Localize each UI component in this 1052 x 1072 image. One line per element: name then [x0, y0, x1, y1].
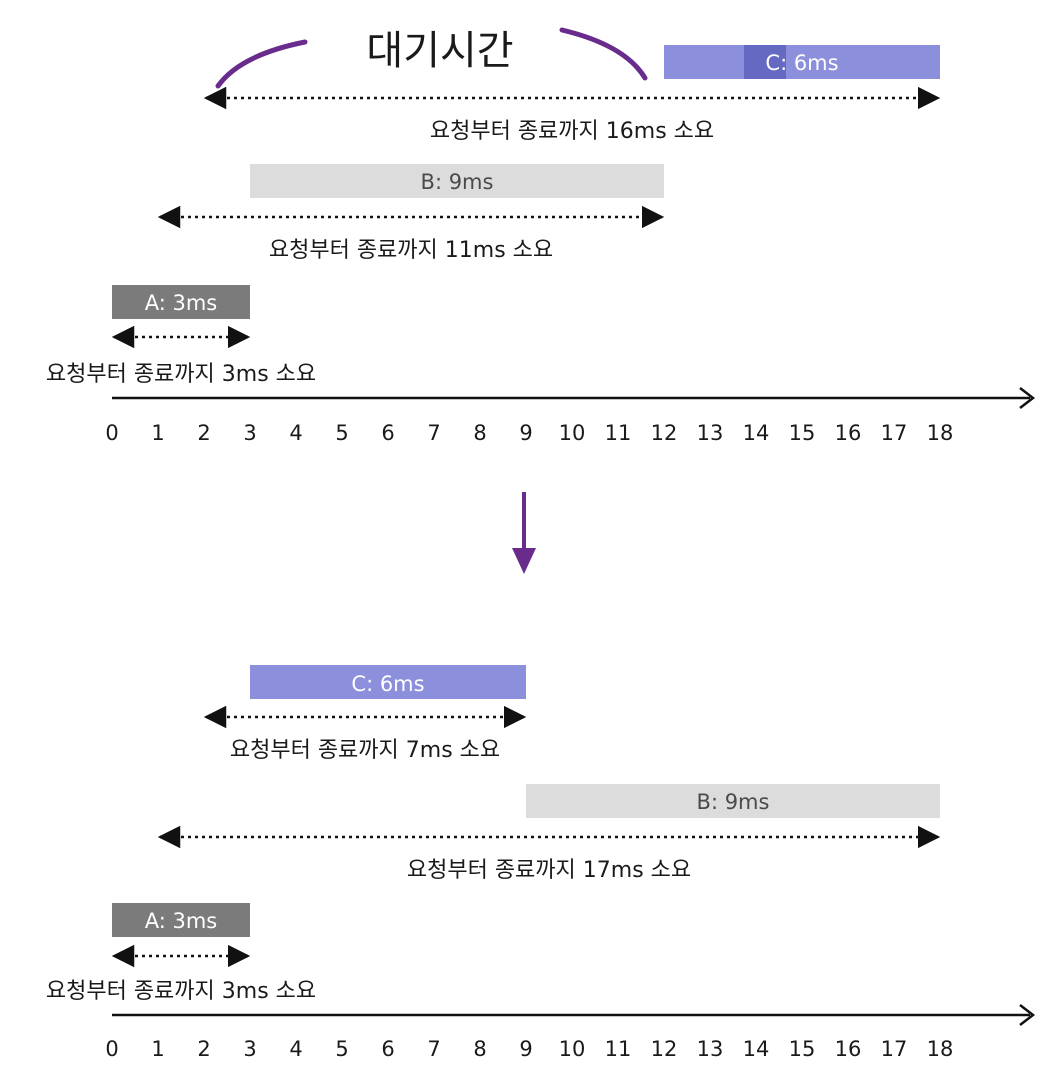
task-bar: [112, 285, 250, 319]
axis-tick-label: 15: [789, 1037, 816, 1061]
axis-tick-label: 1: [151, 421, 164, 445]
axis-tick-label: 9: [519, 421, 532, 445]
axis-tick-label: 17: [881, 1037, 908, 1061]
axis-arrowhead: [1019, 1004, 1036, 1026]
axis-tick-label: 2: [197, 421, 210, 445]
axis-tick-label: 16: [835, 1037, 862, 1061]
duration-text: 요청부터 종료까지 7ms 소요: [230, 738, 500, 763]
duration-text: 요청부터 종료까지 16ms 소요: [430, 119, 714, 144]
axis-tick-labels: 0 1 2 3 4 5 6 7 8 9 10 11 12 13 14 15 16 17 18: [105, 1037, 953, 1061]
duration-text: 요청부터 종료까지 11ms 소요: [269, 238, 553, 263]
wait-time-annotation: 대기시간: [215, 27, 648, 89]
duration-text: 요청부터 종료까지 17ms 소요: [407, 858, 691, 883]
axis-tick-label: 5: [335, 421, 348, 445]
before-panel: 대기시간 C: 6ms 요청부터 종료까지 16ms 소요 B: 9ms 요청부…: [46, 27, 1036, 445]
after-panel: C: 6ms 요청부터 종료까지 7ms 소요 B: 9ms 요청부터 종료까지…: [46, 665, 1036, 1061]
axis-tick-label: 18: [927, 1037, 954, 1061]
axis-tick-labels: 0 1 2 3 4 5 6 7 8 9 10 11 12 13 14 15 16 17 18: [105, 421, 953, 445]
axis-tick-label: 3: [243, 1037, 256, 1061]
task-bar: [112, 903, 250, 937]
axis-tick-label: 1: [151, 1037, 164, 1061]
axis-tick-label: 4: [289, 1037, 302, 1061]
axis-tick-label: 3: [243, 421, 256, 445]
task-bar: [250, 665, 526, 699]
task-bar-label: A: 3ms: [145, 291, 218, 315]
task-bar-label: C: 6ms: [351, 672, 424, 696]
task-bar-label: B: 9ms: [421, 170, 494, 194]
axis-tick-label: 4: [289, 421, 302, 445]
axis-tick-label: 14: [743, 421, 770, 445]
duration-text: 요청부터 종료까지 3ms 소요: [46, 979, 316, 1004]
task-bar: [526, 784, 940, 818]
wait-time-brace: [215, 27, 648, 89]
after-task-c: C: 6ms 요청부터 종료까지 7ms 소요: [203, 665, 527, 763]
axis-arrowhead: [1019, 387, 1036, 409]
axis-tick-label: 12: [651, 421, 678, 445]
task-bar-highlight: [744, 45, 786, 79]
axis-tick-label: 13: [697, 421, 724, 445]
axis-tick-label: 18: [927, 421, 954, 445]
before-task-a: A: 3ms 요청부터 종료까지 3ms 소요: [46, 285, 316, 387]
axis-tick-label: 8: [473, 421, 486, 445]
task-bar-label: C: 6ms: [765, 51, 838, 75]
task-bar: [250, 164, 664, 198]
axis-tick-label: 13: [697, 1037, 724, 1061]
axis-tick-label: 11: [605, 1037, 632, 1061]
axis-tick-label: 8: [473, 1037, 486, 1061]
after-time-axis: 0 1 2 3 4 5 6 7 8 9 10 11 12 13 14 15 16 17 18: [105, 1004, 1036, 1061]
axis-tick-label: 17: [881, 421, 908, 445]
axis-tick-label: 10: [559, 1037, 586, 1061]
down-arrow-icon: [512, 492, 536, 574]
axis-tick-label: 2: [197, 1037, 210, 1061]
duration-text: 요청부터 종료까지 3ms 소요: [46, 362, 316, 387]
before-task-b: B: 9ms 요청부터 종료까지 11ms 소요: [157, 164, 665, 263]
axis-tick-label: 16: [835, 421, 862, 445]
task-bar-label: B: 9ms: [697, 790, 770, 814]
axis-tick-label: 14: [743, 1037, 770, 1061]
axis-tick-label: 5: [335, 1037, 348, 1061]
axis-tick-label: 7: [427, 1037, 440, 1061]
before-task-c: C: 6ms 요청부터 종료까지 16ms 소요: [203, 45, 941, 144]
axis-tick-label: 15: [789, 421, 816, 445]
axis-tick-label: 6: [381, 1037, 394, 1061]
axis-tick-label: 11: [605, 421, 632, 445]
after-task-a: A: 3ms 요청부터 종료까지 3ms 소요: [46, 903, 316, 1004]
axis-tick-label: 0: [105, 1037, 118, 1061]
axis-tick-label: 6: [381, 421, 394, 445]
axis-tick-label: 9: [519, 1037, 532, 1061]
axis-tick-label: 0: [105, 421, 118, 445]
axis-tick-label: 10: [559, 421, 586, 445]
before-time-axis: 0 1 2 3 4 5 6 7 8 9 10 11 12 13 14 15 16 17 18: [105, 387, 1036, 445]
task-bar: [664, 45, 940, 79]
wait-time-label: 대기시간: [366, 28, 513, 74]
after-task-b: B: 9ms 요청부터 종료까지 17ms 소요: [157, 784, 941, 883]
axis-tick-label: 7: [427, 421, 440, 445]
axis-tick-label: 12: [651, 1037, 678, 1061]
task-bar-label: A: 3ms: [145, 909, 218, 933]
